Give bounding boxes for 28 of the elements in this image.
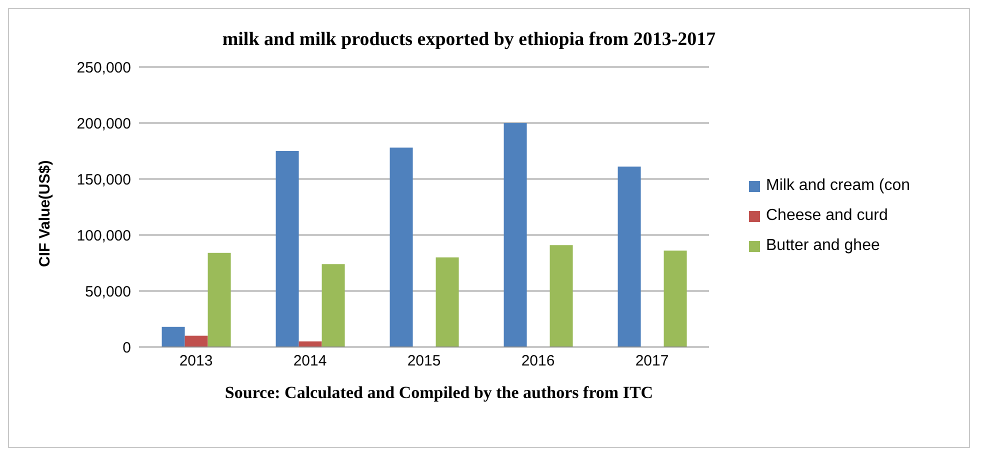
x-tick-label: 2015 bbox=[407, 352, 441, 370]
bar bbox=[390, 148, 413, 347]
bar bbox=[436, 257, 459, 347]
x-tick-label: 2014 bbox=[293, 352, 327, 370]
legend-label: Cheese and curd bbox=[766, 206, 888, 226]
bar bbox=[618, 166, 641, 347]
source-note: Source: Calculated and Compiled by the authors from ITC bbox=[224, 383, 654, 403]
y-tick-label: 150,000 bbox=[76, 171, 131, 188]
bar bbox=[322, 264, 345, 347]
y-axis-title: CIF Value(US$) bbox=[36, 160, 54, 267]
bar bbox=[162, 326, 185, 347]
bar bbox=[208, 252, 231, 347]
x-tick-label: 2016 bbox=[521, 352, 555, 370]
legend-label: Butter and ghee bbox=[766, 236, 880, 256]
y-tick-label: 250,000 bbox=[76, 59, 131, 76]
y-tick-label: 100,000 bbox=[76, 227, 131, 244]
y-tick-label: 200,000 bbox=[76, 115, 131, 132]
y-tick-label: 0 bbox=[122, 339, 131, 356]
bar bbox=[184, 336, 208, 347]
bar bbox=[550, 245, 573, 347]
bar bbox=[276, 151, 299, 347]
y-tick-label: 50,000 bbox=[85, 283, 131, 300]
legend-label: Milk and cream (con bbox=[766, 176, 910, 196]
chart-title: milk and milk products exported by ethiopia from 2013-2017 bbox=[221, 29, 717, 51]
x-tick-label: 2013 bbox=[179, 352, 213, 370]
bar bbox=[504, 123, 527, 347]
x-tick-label: 2017 bbox=[635, 352, 669, 370]
bar bbox=[664, 250, 687, 347]
